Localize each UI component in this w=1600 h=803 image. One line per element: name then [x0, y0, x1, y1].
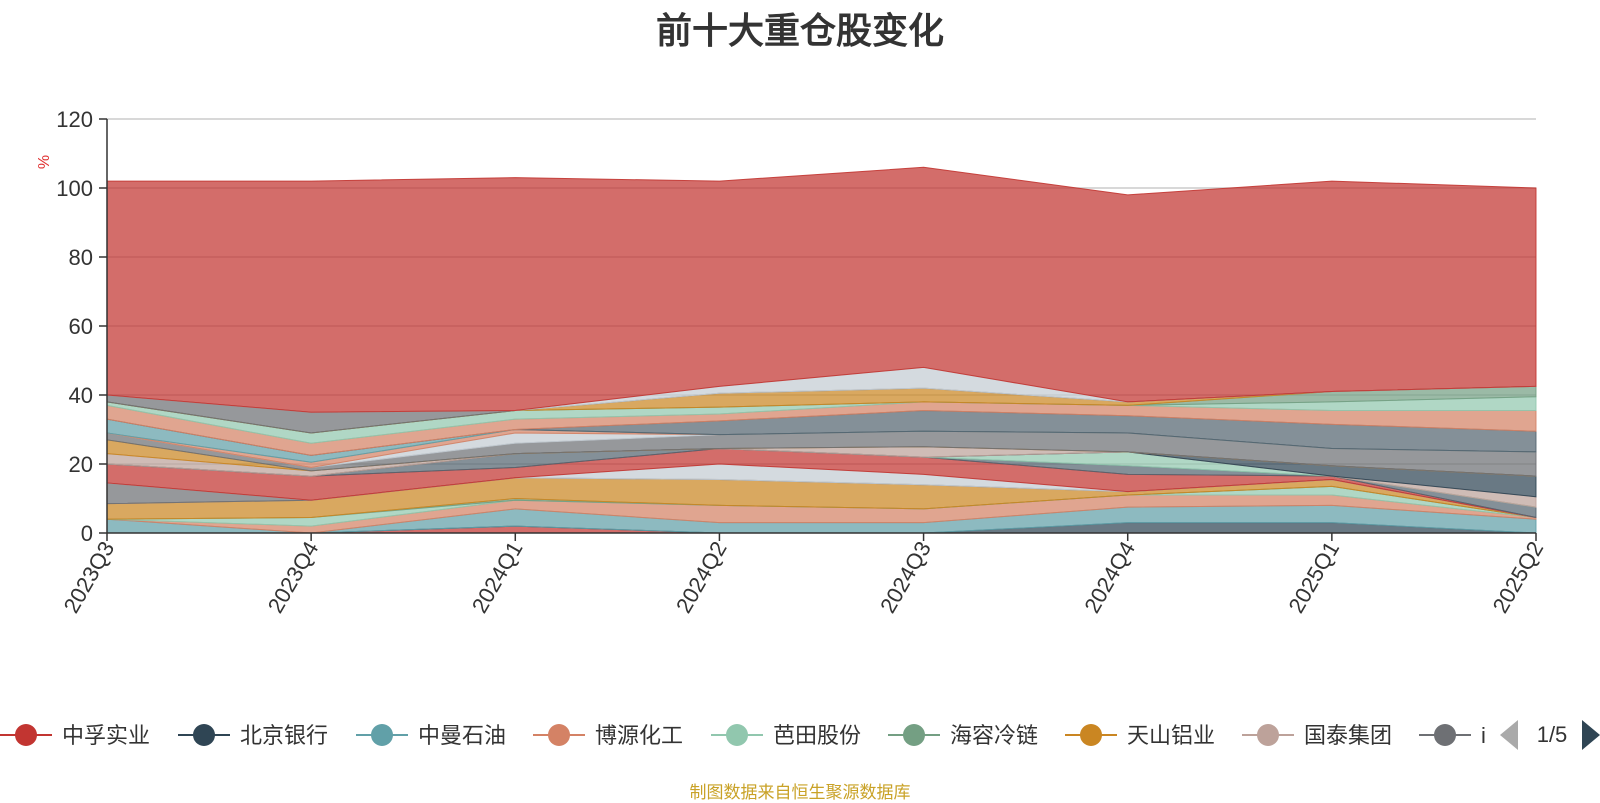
legend-item[interactable]: 博源化工	[533, 723, 683, 748]
area-series-29[interactable]	[106, 166, 1537, 413]
x-tick-label: 2024Q3	[875, 537, 936, 617]
legend-item[interactable]: 国泰集团	[1242, 723, 1392, 748]
y-unit-label: %	[36, 155, 53, 169]
area-series	[106, 166, 1537, 534]
legend-marker	[1257, 724, 1279, 746]
legend-prev-icon[interactable]	[1500, 720, 1518, 750]
legend-marker	[726, 724, 748, 746]
legend-label: 北京银行	[240, 723, 328, 748]
y-tick-label: 20	[69, 452, 93, 477]
legend-marker	[15, 724, 37, 746]
legend-marker	[371, 724, 393, 746]
y-tick-label: 80	[69, 245, 93, 270]
legend-marker	[903, 724, 925, 746]
legend-marker	[1080, 724, 1102, 746]
legend-item[interactable]: 海容冷链	[888, 723, 1038, 748]
legend-page-indicator: 1/5	[1537, 722, 1568, 747]
legend-label: 中孚实业	[62, 723, 150, 748]
legend-label: 芭田股份	[773, 723, 861, 748]
x-tick-label: 2024Q1	[467, 537, 528, 617]
legend-item[interactable]: i	[1419, 723, 1486, 748]
x-tick-label: 2023Q3	[59, 537, 120, 617]
legend-marker	[1434, 724, 1456, 746]
y-tick-label: 120	[56, 107, 93, 132]
legend-marker	[548, 724, 570, 746]
legend-item[interactable]: 中曼石油	[356, 723, 506, 748]
y-tick-label: 0	[81, 521, 93, 546]
legend-marker	[193, 724, 215, 746]
x-tick-label: 2025Q1	[1283, 537, 1344, 617]
legend-label: 海容冷链	[950, 723, 1038, 748]
legend-label: 天山铝业	[1127, 723, 1215, 748]
legend-next-icon[interactable]	[1582, 720, 1600, 750]
x-tick-label: 2024Q2	[671, 537, 732, 617]
legend-label: 国泰集团	[1304, 723, 1392, 748]
legend-item[interactable]: 北京银行	[178, 723, 328, 748]
x-tick-label: 2025Q2	[1488, 537, 1549, 617]
chart-title: 前十大重仓股变化	[655, 10, 944, 51]
y-tick-label: 40	[69, 383, 93, 408]
source-note: 制图数据来自恒生聚源数据库	[689, 783, 911, 802]
legend-label: i	[1481, 723, 1486, 748]
legend-item[interactable]: 芭田股份	[711, 723, 861, 748]
y-tick-label: 100	[56, 176, 93, 201]
y-tick-label: 60	[69, 314, 93, 339]
x-tick-label: 2024Q4	[1079, 537, 1140, 617]
legend-item[interactable]: 中孚实业	[0, 723, 150, 748]
legend-label: 中曼石油	[418, 723, 506, 748]
x-tick-label: 2023Q4	[263, 537, 324, 617]
legend: 中孚实业 北京银行 中曼石油 博源化工 芭田股份 海容冷链 天山铝业 国泰集团 i 1/5	[0, 720, 1600, 750]
legend-item[interactable]: 天山铝业	[1065, 723, 1215, 748]
legend-label: 博源化工	[595, 723, 683, 748]
